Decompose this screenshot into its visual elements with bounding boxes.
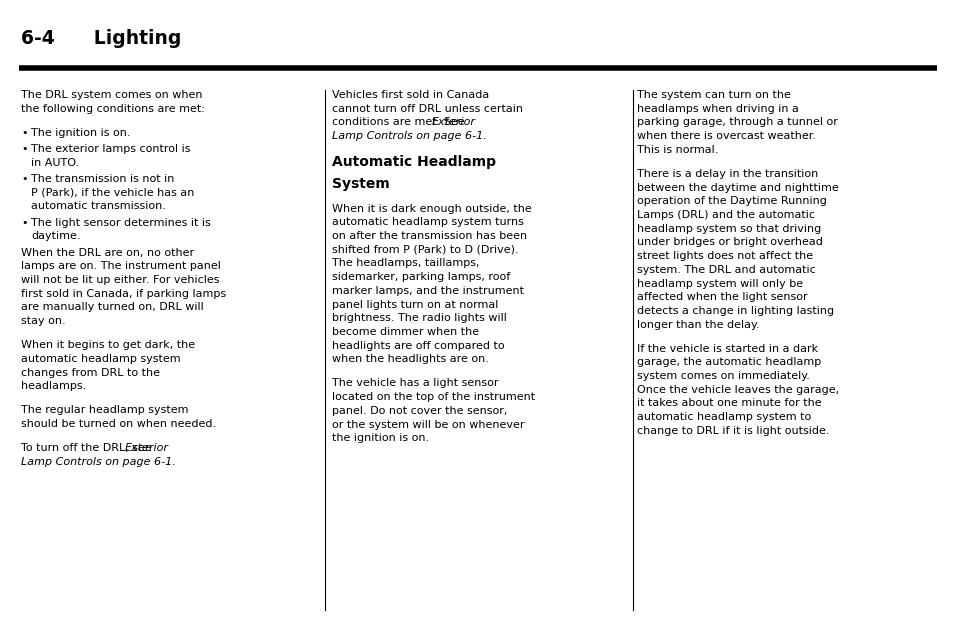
Text: automatic headlamp system turns: automatic headlamp system turns	[332, 218, 523, 227]
Text: sidemarker, parking lamps, roof: sidemarker, parking lamps, roof	[332, 272, 510, 282]
Text: panel lights turn on at normal: panel lights turn on at normal	[332, 300, 497, 309]
Text: headlamps.: headlamps.	[21, 382, 86, 391]
Text: This is normal.: This is normal.	[637, 145, 718, 155]
Text: when the headlights are on.: when the headlights are on.	[332, 355, 488, 364]
Text: shifted from P (Park) to D (Drive).: shifted from P (Park) to D (Drive).	[332, 245, 518, 255]
Text: The ignition is on.: The ignition is on.	[30, 128, 131, 138]
Text: longer than the delay.: longer than the delay.	[637, 320, 760, 330]
Text: between the daytime and nighttime: between the daytime and nighttime	[637, 182, 838, 193]
Text: it takes about one minute for the: it takes about one minute for the	[637, 399, 821, 408]
Text: There is a delay in the transition: There is a delay in the transition	[637, 169, 818, 179]
Text: •: •	[21, 144, 28, 154]
Text: under bridges or bright overhead: under bridges or bright overhead	[637, 237, 822, 248]
Text: in AUTO.: in AUTO.	[30, 158, 79, 168]
Text: operation of the Daytime Running: operation of the Daytime Running	[637, 197, 826, 206]
Text: 6-4      Lighting: 6-4 Lighting	[21, 29, 181, 48]
Text: Exterior: Exterior	[125, 443, 169, 453]
Text: or the system will be on whenever: or the system will be on whenever	[332, 420, 524, 429]
Text: lamps are on. The instrument panel: lamps are on. The instrument panel	[21, 262, 221, 271]
Text: system comes on immediately.: system comes on immediately.	[637, 371, 809, 381]
Text: Lamps (DRL) and the automatic: Lamps (DRL) and the automatic	[637, 210, 815, 220]
Text: the ignition is on.: the ignition is on.	[332, 433, 429, 443]
Text: •: •	[21, 174, 28, 184]
Text: are manually turned on, DRL will: are manually turned on, DRL will	[21, 302, 204, 313]
Text: garage, the automatic headlamp: garage, the automatic headlamp	[637, 357, 821, 367]
Text: The transmission is not in: The transmission is not in	[30, 174, 174, 184]
Text: •: •	[21, 128, 28, 138]
Text: Once the vehicle leaves the garage,: Once the vehicle leaves the garage,	[637, 385, 839, 395]
Text: The vehicle has a light sensor: The vehicle has a light sensor	[332, 378, 498, 389]
Text: The light sensor determines it is: The light sensor determines it is	[30, 218, 211, 228]
Text: daytime.: daytime.	[30, 232, 80, 241]
Text: P (Park), if the vehicle has an: P (Park), if the vehicle has an	[30, 188, 194, 198]
Text: automatic headlamp system to: automatic headlamp system to	[637, 412, 811, 422]
Text: on after the transmission has been: on after the transmission has been	[332, 231, 527, 241]
Text: changes from DRL to the: changes from DRL to the	[21, 367, 160, 378]
Text: Vehicles first sold in Canada: Vehicles first sold in Canada	[332, 90, 489, 100]
Text: system. The DRL and automatic: system. The DRL and automatic	[637, 265, 815, 275]
Text: stay on.: stay on.	[21, 316, 66, 326]
Text: change to DRL if it is light outside.: change to DRL if it is light outside.	[637, 426, 829, 436]
Text: will not be lit up either. For vehicles: will not be lit up either. For vehicles	[21, 275, 219, 285]
Text: The system can turn on the: The system can turn on the	[637, 90, 790, 100]
Text: Exterior: Exterior	[432, 117, 476, 128]
Text: headlamp system so that driving: headlamp system so that driving	[637, 224, 821, 234]
Text: When it begins to get dark, the: When it begins to get dark, the	[21, 340, 195, 350]
Text: detects a change in lighting lasting: detects a change in lighting lasting	[637, 306, 834, 316]
Text: become dimmer when the: become dimmer when the	[332, 327, 478, 337]
Text: The DRL system comes on when: The DRL system comes on when	[21, 90, 202, 100]
Text: automatic transmission.: automatic transmission.	[30, 202, 166, 211]
Text: •: •	[21, 218, 28, 228]
Text: the following conditions are met:: the following conditions are met:	[21, 104, 205, 114]
Text: The headlamps, taillamps,: The headlamps, taillamps,	[332, 258, 479, 269]
Text: Lamp Controls on page 6-1.: Lamp Controls on page 6-1.	[332, 131, 486, 141]
Text: first sold in Canada, if parking lamps: first sold in Canada, if parking lamps	[21, 289, 226, 299]
Text: headlights are off compared to: headlights are off compared to	[332, 341, 504, 351]
Text: conditions are met. See: conditions are met. See	[332, 117, 468, 128]
Text: cannot turn off DRL unless certain: cannot turn off DRL unless certain	[332, 104, 522, 114]
Text: When the DRL are on, no other: When the DRL are on, no other	[21, 248, 193, 258]
Text: To turn off the DRL, see: To turn off the DRL, see	[21, 443, 155, 453]
Text: when there is overcast weather.: when there is overcast weather.	[637, 131, 816, 141]
Text: automatic headlamp system: automatic headlamp system	[21, 354, 180, 364]
Text: Automatic Headlamp: Automatic Headlamp	[332, 155, 496, 169]
Text: headlamp system will only be: headlamp system will only be	[637, 279, 802, 288]
Text: System: System	[332, 177, 390, 191]
Text: marker lamps, and the instrument: marker lamps, and the instrument	[332, 286, 523, 296]
Text: panel. Do not cover the sensor,: panel. Do not cover the sensor,	[332, 406, 507, 416]
Text: When it is dark enough outside, the: When it is dark enough outside, the	[332, 204, 531, 214]
Text: should be turned on when needed.: should be turned on when needed.	[21, 419, 216, 429]
Text: headlamps when driving in a: headlamps when driving in a	[637, 104, 799, 114]
Text: Lamp Controls on page 6-1.: Lamp Controls on page 6-1.	[21, 457, 175, 466]
Text: The regular headlamp system: The regular headlamp system	[21, 405, 189, 415]
Text: parking garage, through a tunnel or: parking garage, through a tunnel or	[637, 117, 838, 128]
Text: If the vehicle is started in a dark: If the vehicle is started in a dark	[637, 344, 818, 353]
Text: located on the top of the instrument: located on the top of the instrument	[332, 392, 535, 402]
Text: brightness. The radio lights will: brightness. The radio lights will	[332, 313, 506, 323]
Text: affected when the light sensor: affected when the light sensor	[637, 292, 807, 302]
Text: street lights does not affect the: street lights does not affect the	[637, 251, 813, 261]
Text: The exterior lamps control is: The exterior lamps control is	[30, 144, 191, 154]
